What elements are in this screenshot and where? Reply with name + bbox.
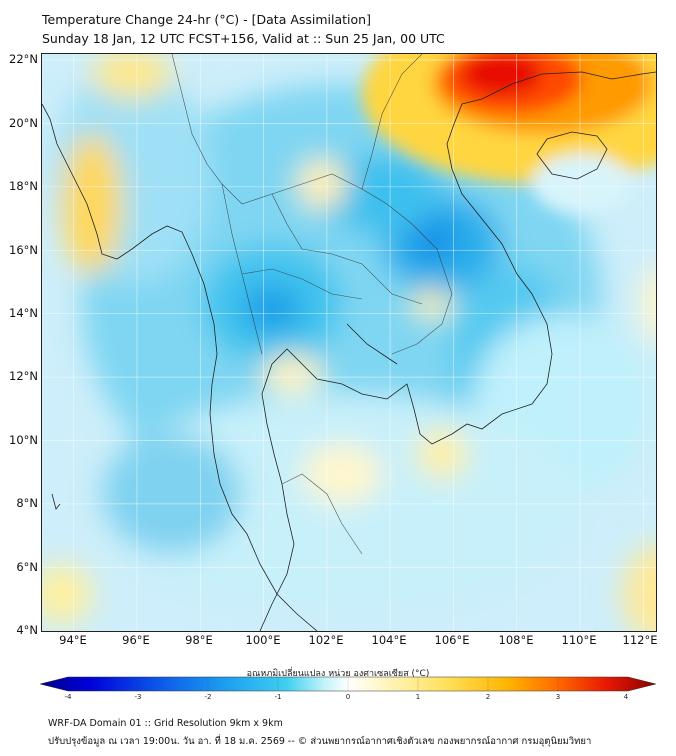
- country-borders: [171, 54, 453, 555]
- lat-label: 14°N: [9, 306, 38, 320]
- lat-label: 18°N: [9, 179, 38, 193]
- lon-label: 94°E: [59, 633, 87, 647]
- coastlines: [42, 71, 656, 631]
- map-canvas: [42, 54, 656, 631]
- lat-label: 20°N: [9, 116, 38, 130]
- lon-label: 106°E: [434, 633, 470, 647]
- lon-label: 112°E: [622, 633, 658, 647]
- colorbar: [40, 676, 656, 692]
- colorbar-tick: 2: [485, 693, 491, 701]
- lat-label: 16°N: [9, 243, 38, 257]
- chart-subtitle: Sunday 18 Jan, 12 UTC FCST+156, Valid at…: [42, 31, 445, 46]
- footer-model-info: WRF-DA Domain 01 :: Grid Resolution 9km …: [48, 718, 283, 729]
- colorbar-tick: 0: [345, 693, 351, 701]
- lon-label: 96°E: [122, 633, 150, 647]
- colorbar-tick: -2: [204, 693, 212, 701]
- graticule: [42, 54, 656, 631]
- colorbar-tick: 1: [415, 693, 421, 701]
- lat-label: 12°N: [9, 369, 38, 383]
- colorbar-tick: -3: [134, 693, 142, 701]
- lon-label: 108°E: [498, 633, 534, 647]
- lat-label: 8°N: [16, 496, 38, 510]
- lat-label: 4°N: [16, 623, 38, 637]
- lon-label: 100°E: [245, 633, 281, 647]
- temperature-change-map: [41, 53, 657, 632]
- lon-label: 98°E: [185, 633, 213, 647]
- lat-label: 6°N: [16, 560, 38, 574]
- footer-credit: ปรับปรุงข้อมูล ณ เวลา 19:00น. วัน อา. ที…: [48, 736, 592, 747]
- lon-label: 104°E: [371, 633, 407, 647]
- colorbar-tick: 4: [623, 693, 629, 701]
- colorbar-label: อุณหภูมิเปลี่ยนแปลง หน่วย องศาเซลเซียส (…: [246, 669, 430, 679]
- lat-label: 10°N: [9, 433, 38, 447]
- lon-label: 110°E: [561, 633, 597, 647]
- colorbar-tick: 3: [555, 693, 561, 701]
- colorbar-tick: -1: [274, 693, 282, 701]
- lat-label: 22°N: [9, 52, 38, 66]
- colorbar-tick: -4: [64, 693, 72, 701]
- chart-title: Temperature Change 24-hr (°C) - [Data As…: [42, 12, 371, 27]
- warm-anomaly-north: [362, 54, 656, 214]
- lon-label: 102°E: [308, 633, 344, 647]
